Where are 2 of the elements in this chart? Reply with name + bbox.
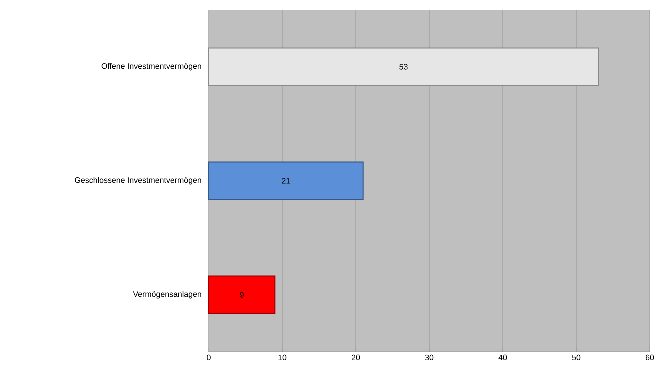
bar	[208, 276, 276, 314]
bar	[208, 162, 364, 200]
